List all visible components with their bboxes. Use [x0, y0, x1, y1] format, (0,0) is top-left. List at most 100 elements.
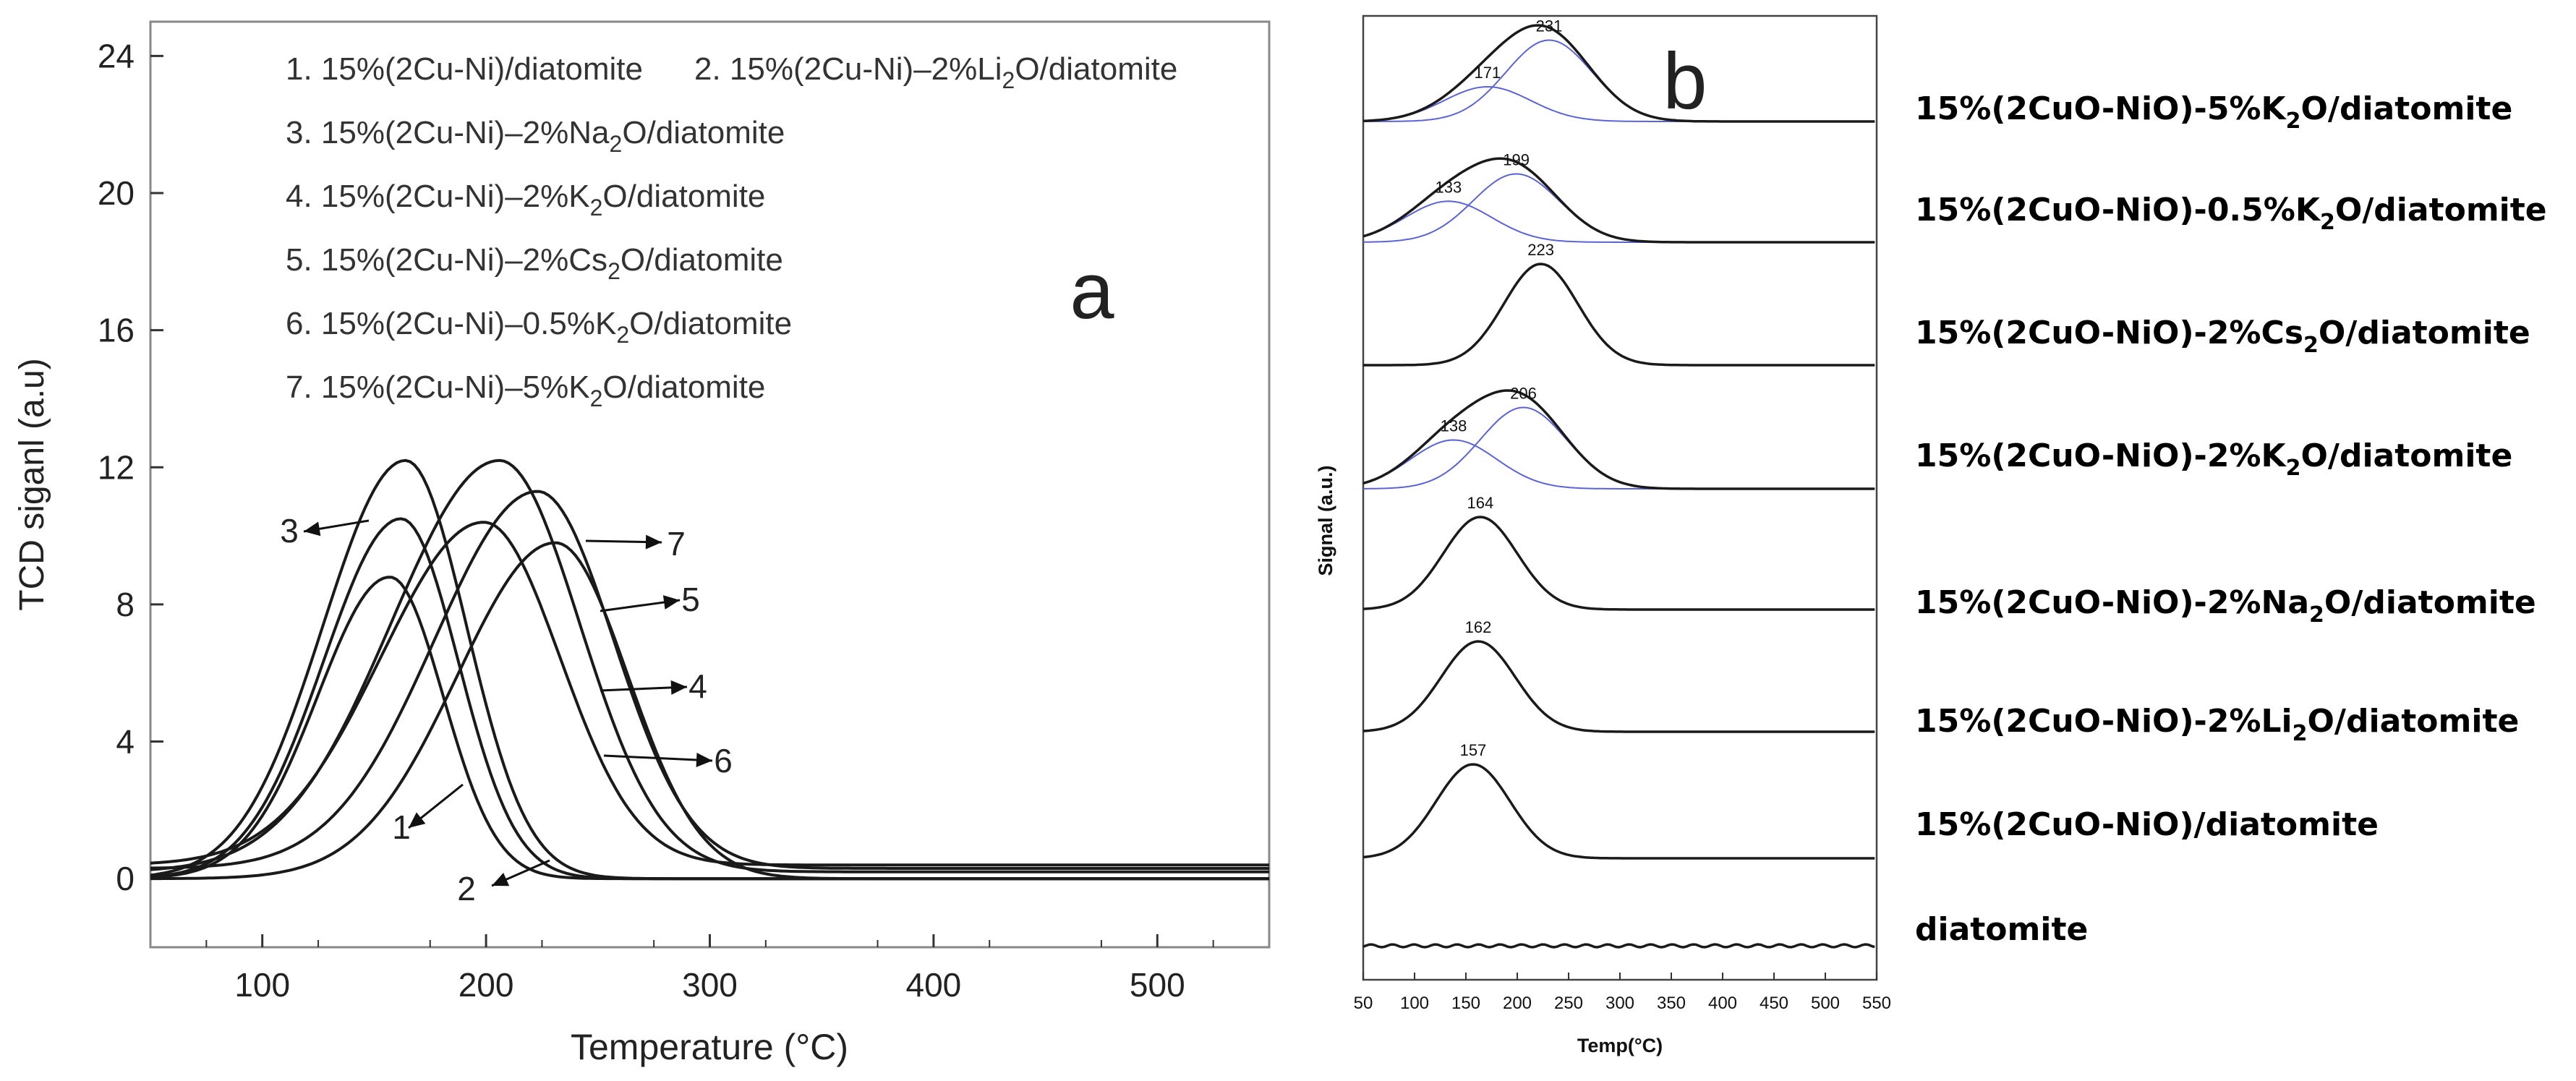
curve-label-4: 4	[688, 667, 707, 705]
curve-arrowhead-7	[645, 534, 662, 550]
y-tick-label: 8	[116, 586, 135, 623]
panel-a-curve-labels: 1 2 3 4 5 6 7	[280, 512, 733, 907]
b-x-tick-label: 250	[1554, 994, 1583, 1013]
b-deconv-peak-0-1	[1363, 39, 1875, 122]
curve-arrowhead-6	[696, 753, 712, 767]
panel-a-frame	[149, 20, 1271, 949]
b-peak-label: 231	[1536, 17, 1563, 35]
legend-entry-4: 4. 15%(2Cu-Ni)–2%K2O/diatomite	[286, 179, 765, 221]
b-x-tick-label: 350	[1657, 994, 1686, 1013]
panel-b-x-axis: 50 100 150 200 250 300 350 400 450 500 550	[1354, 973, 1891, 1013]
b-sample-label-7: diatomite	[1915, 911, 2088, 948]
b-fit-curve-4	[1362, 516, 1875, 611]
b-x-tick-label: 200	[1503, 994, 1532, 1013]
x-tick-label: 300	[682, 966, 738, 1004]
b-peak-label: 133	[1436, 178, 1462, 196]
curve-arrowhead-1	[409, 812, 426, 828]
b-x-tick-label: 500	[1811, 994, 1840, 1013]
b-x-tick-label: 50	[1354, 994, 1373, 1013]
b-peak-label: 157	[1460, 741, 1487, 759]
curve-arrowhead-2	[492, 873, 510, 886]
panel-b-letter: b	[1663, 37, 1707, 126]
b-fit-curve-6	[1362, 763, 1875, 860]
b-fit-curve-1	[1362, 157, 1875, 244]
b-peak-label: 162	[1465, 618, 1492, 636]
panel-b-frame	[1362, 14, 1878, 981]
x-tick-label: 400	[906, 966, 962, 1004]
curve-arrowhead-3	[304, 521, 321, 537]
y-tick-label: 24	[98, 37, 135, 74]
b-peak-label: 171	[1474, 64, 1501, 82]
b-x-tick-label: 300	[1605, 994, 1634, 1013]
b-sample-label-6: 15%(2CuO-NiO)/diatomite	[1915, 806, 2379, 843]
curve-label-3: 3	[280, 512, 299, 550]
b-tpr-curve-4	[1362, 516, 1875, 611]
b-tpr-curve-0	[1362, 24, 1875, 123]
tpr-curve-1	[150, 576, 1269, 881]
panel-b-sample-labels: 15%(2CuO-NiO)-5%K2O/diatomite 15%(2CuO-Ni…	[1915, 90, 2547, 948]
legend-entry-2: 2. 15%(2Cu-Ni)–2%Li2O/diatomite	[694, 51, 1177, 93]
y-tick-label: 0	[116, 860, 135, 897]
curve-label-1: 1	[392, 808, 411, 846]
x-tick-label: 500	[1130, 966, 1185, 1004]
tpr-curve-2	[150, 517, 1269, 881]
curve-label-7: 7	[667, 525, 686, 563]
curve-label-5: 5	[681, 581, 700, 618]
b-fit-curve-2	[1363, 262, 1875, 367]
b-x-tick-label: 100	[1400, 994, 1429, 1013]
b-peak-label: 206	[1510, 385, 1537, 403]
legend-entry-5: 5. 15%(2Cu-Ni)–2%Cs2O/diatomite	[286, 242, 783, 284]
panel-a-x-axis: 100 200 300 400 500	[205, 934, 1214, 1004]
curve-arrowhead-5	[662, 595, 680, 610]
b-sample-label-2: 15%(2CuO-NiO)-2%Cs2O/diatomite	[1915, 315, 2530, 358]
panel-a-x-label: Temperature (°C)	[571, 1027, 848, 1067]
b-sample-label-5: 15%(2CuO-NiO)-2%Li2O/diatomite	[1915, 703, 2519, 746]
b-tpr-curve-7	[1362, 943, 1875, 949]
legend-entry-1: 1. 15%(2Cu-Ni)/diatomite	[286, 51, 643, 87]
panel-b-curves: 171 231 133 199 223 138 206 164 162 157	[1362, 17, 1875, 949]
y-tick-label: 12	[98, 448, 135, 486]
b-fit-curve-3	[1362, 389, 1875, 490]
curve-arrow-6	[603, 754, 713, 762]
b-fit-curve-5	[1362, 640, 1875, 733]
y-tick-label: 4	[116, 723, 135, 761]
panel-a-y-axis: 0 4 8 12 16 20 24	[98, 37, 163, 897]
x-tick-label: 100	[234, 966, 290, 1004]
panel-a-legend: 1. 15%(2Cu-Ni)/diatomite 2. 15%(2Cu-Ni)–2…	[286, 51, 1177, 411]
b-x-tick-label: 450	[1760, 994, 1788, 1013]
b-sample-label-3: 15%(2CuO-NiO)-2%K2O/diatomite	[1915, 437, 2512, 481]
b-tpr-curve-3	[1362, 389, 1875, 490]
b-peak-label: 138	[1441, 417, 1467, 435]
b-peak-label: 223	[1527, 241, 1554, 259]
b-x-tick-label: 150	[1451, 994, 1480, 1013]
b-peak-label: 199	[1503, 151, 1530, 169]
x-tick-label: 200	[459, 966, 514, 1004]
b-tpr-curve-5	[1362, 640, 1875, 733]
b-sample-label-0: 15%(2CuO-NiO)-5%K2O/diatomite	[1915, 90, 2512, 134]
b-tpr-curve-6	[1362, 763, 1875, 860]
y-tick-label: 16	[98, 312, 135, 349]
b-fit-curve-0	[1362, 24, 1875, 123]
tpr-curve-7	[150, 541, 1269, 881]
b-deconv-peak-1-0	[1362, 200, 1875, 243]
b-deconv-peak-0-0	[1362, 85, 1875, 122]
b-tpr-curve-2	[1363, 262, 1875, 367]
panel-a-y-label: TCD siganl (a.u)	[13, 358, 51, 610]
b-sample-label-4: 15%(2CuO-NiO)-2%Na2O/diatomite	[1915, 584, 2536, 628]
panel-a-letter: a	[1070, 247, 1114, 336]
b-tpr-curve-1	[1362, 157, 1875, 244]
curve-label-6: 6	[714, 742, 733, 779]
y-tick-label: 20	[98, 174, 135, 212]
curve-arrowhead-4	[670, 680, 687, 695]
b-sample-label-1: 15%(2CuO-NiO)-0.5%K2O/diatomite	[1915, 192, 2547, 235]
legend-entry-6: 6. 15%(2Cu-Ni)–0.5%K2O/diatomite	[286, 306, 792, 348]
curve-label-2: 2	[457, 870, 476, 907]
b-x-tick-label: 550	[1862, 994, 1891, 1013]
b-peak-label: 164	[1467, 494, 1494, 512]
panel-b: 50 100 150 200 250 300 350 400 450 500 550 1712311…	[1315, 14, 2547, 1056]
tpr-curve-6	[150, 521, 1269, 867]
tpr-curve-5	[150, 490, 1269, 870]
panel-b-y-label: Signal (a.u.)	[1315, 465, 1336, 576]
